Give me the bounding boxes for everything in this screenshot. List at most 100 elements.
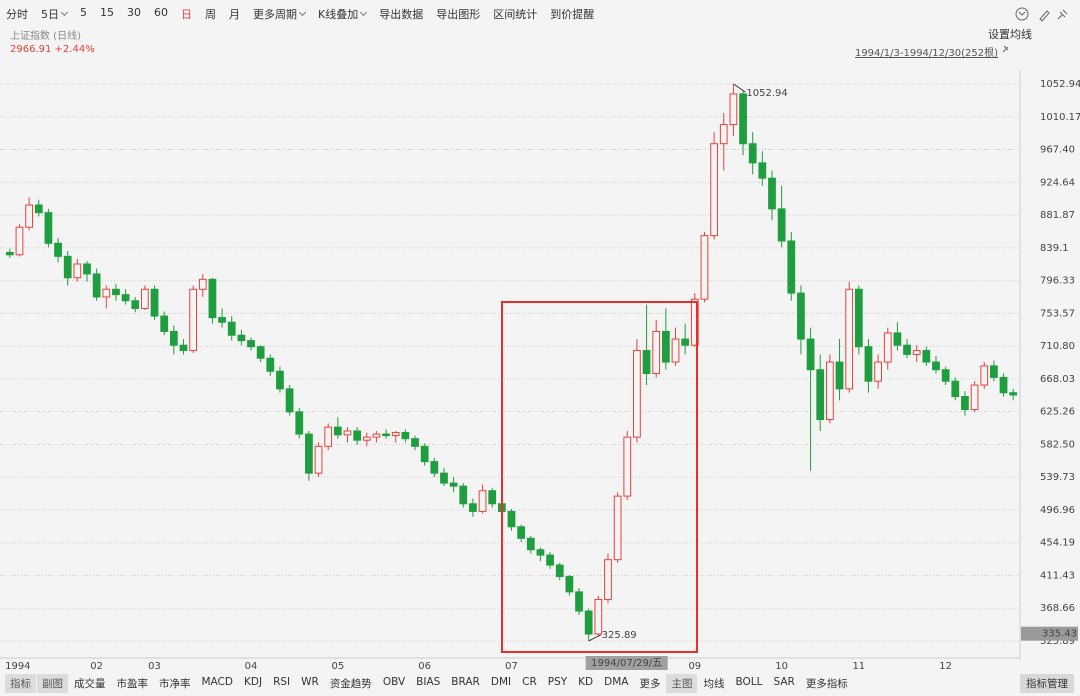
indicator-tab[interactable]: CR [522,676,537,688]
candle-body [237,334,246,342]
toolbar-icons [1002,7,1068,53]
indicator-tab[interactable]: OBV [382,676,406,688]
candle-body [391,432,400,437]
indicator-tab[interactable]: RSI [273,676,291,688]
indicator-tab[interactable]: PSY [547,676,568,688]
tool-button[interactable]: K线叠加 [318,6,366,22]
x-tick-label: 04 [245,661,258,672]
candle-body [83,263,91,275]
candle-body [623,436,632,497]
tool-button[interactable]: 5日 [41,6,67,22]
candle-body [343,430,352,436]
tool-button[interactable]: 60 [154,6,168,19]
indicator-tab[interactable]: 资金趋势 [329,678,372,690]
candle-body [179,344,188,352]
indicator-tab[interactable]: 均线 [703,678,725,690]
crosshair-price-box [1021,626,1078,641]
candle-body [160,315,169,332]
indicator-tab[interactable]: KDJ [243,676,263,688]
pen-icon[interactable] [1039,10,1050,22]
max-pointer [733,83,746,93]
candle-body [710,143,718,237]
candle-body [536,549,545,556]
plot: 1052.94 1010.17 967.40 924.64 881.87 839.1 796… [0,70,1080,672]
indicator-tab[interactable]: SAR [773,676,795,688]
y-tick-label: 454.19 [1040,538,1075,549]
indicator-tab[interactable]: 更多 [639,678,661,690]
tool-button[interactable]: 导出图形 [436,8,481,21]
candle-body [777,208,786,242]
pin-icon[interactable] [1057,9,1068,20]
candle-body [883,332,892,363]
crosshair-price: 335.43 [1042,629,1077,640]
candle-body [584,610,593,635]
tool-button[interactable]: 30 [127,6,141,19]
indicator-tab[interactable]: BRAR [451,676,480,688]
tool-button[interactable]: 周 [205,8,216,21]
indicator-tab[interactable]: BIAS [416,676,441,688]
candle-body [169,330,178,346]
candle-body [131,300,140,309]
indicator-tab[interactable]: 主图 [666,674,698,693]
candle-body [526,537,535,551]
indicator-tab[interactable]: 市净率 [159,678,191,690]
candle-body [208,278,217,319]
candle-body [835,361,844,390]
tool-button[interactable]: 日 [181,8,192,21]
x-tick-label: 1994 [5,661,30,672]
tool-button[interactable]: 5 [80,6,87,19]
x-tick-label: 11 [852,661,865,672]
candle-body [353,430,362,441]
candle-body [305,433,313,474]
tool-button[interactable]: 月 [229,8,240,21]
candle-body [719,124,728,145]
candle-body [507,510,516,528]
y-tick-label: 1052.94 [1040,79,1080,90]
indicator-tab[interactable]: 市盈率 [116,678,149,690]
tool-button[interactable]: 更多周期 [253,6,305,22]
candle-body [565,576,574,593]
tool-button[interactable]: 到价提醒 [550,8,595,21]
candle-body [661,330,670,363]
indicator-tab[interactable]: MACD [201,676,233,688]
tool-button[interactable]: 导出数据 [379,8,424,21]
indicator-tab[interactable]: DMA [604,676,629,688]
tool-button[interactable]: 15 [100,6,114,19]
tool-button[interactable]: 区间统计 [493,8,538,21]
candle-body [92,273,101,298]
candle-body [633,350,641,438]
indicator-tab[interactable]: 副图 [37,674,68,693]
indicator-tab[interactable]: DMI [490,676,512,688]
candle-body [295,411,304,435]
indicator-tab[interactable]: 指标 [5,674,36,693]
candle-body [25,204,33,228]
candle-body [517,526,526,539]
candle-body [54,242,62,257]
indicator-tab[interactable]: WR [301,676,319,688]
max-label: 1052.94 [746,88,787,99]
indicator-manage[interactable]: 指标管理 [1020,674,1074,693]
ma-settings[interactable]: 设置均线 [988,28,1032,41]
candle-body [324,426,333,447]
indicator-tab[interactable]: BOLL [735,676,763,688]
candle-body [845,288,854,390]
candle-body [874,361,882,382]
indicator-tab[interactable]: 更多指标 [805,678,848,690]
candle-body [411,438,419,447]
candle-body [671,338,680,363]
indicator-tab[interactable]: KD [578,676,594,688]
candle-body [854,288,863,348]
tool-button[interactable]: 分时 [6,8,28,21]
candle-body [314,445,323,474]
collapse-icon[interactable] [1015,7,1029,21]
y-tick-label: 625.26 [1040,407,1075,418]
index-quote: 2966.91 +2.44% [10,44,95,55]
candle-body [401,432,410,440]
candle-body [276,370,284,390]
candle-body [797,292,805,340]
indicator-tab[interactable]: 成交量 [74,678,106,690]
date-range[interactable]: 1994/1/3-1994/12/30(252根) [854,48,998,59]
x-tick-label: 03 [148,661,161,672]
candle-body [218,317,226,323]
